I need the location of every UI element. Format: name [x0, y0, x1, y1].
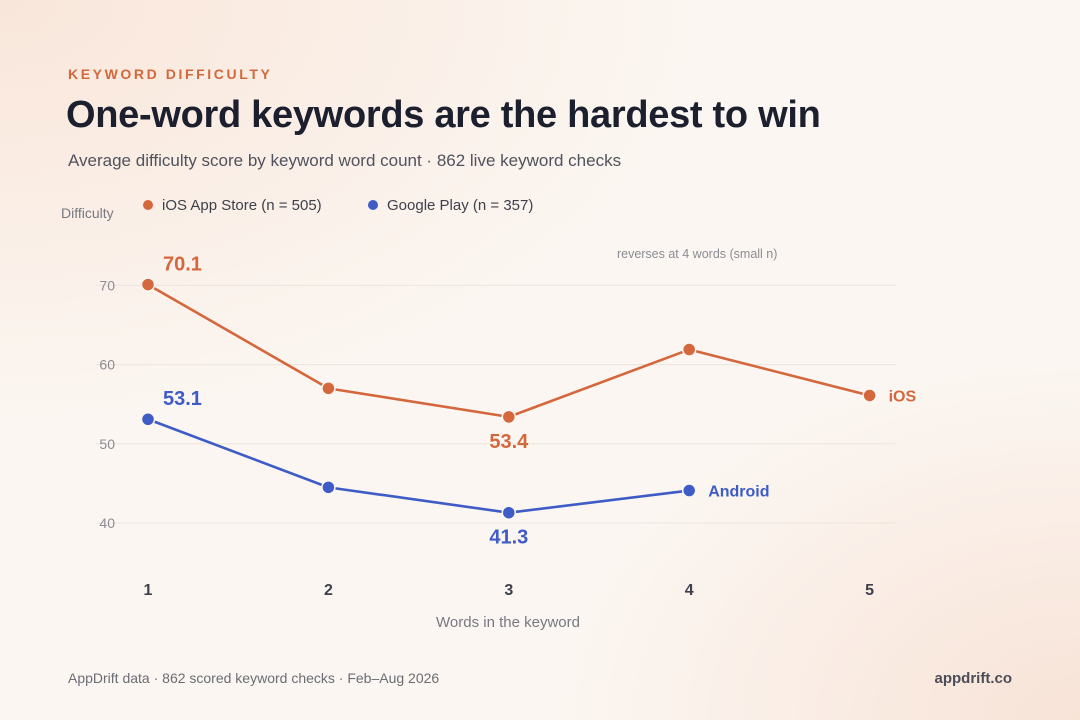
data-point[interactable] — [862, 388, 877, 403]
footer-brand[interactable]: appdrift.co — [934, 670, 1013, 687]
legend-item[interactable]: Google Play (n = 357) — [368, 197, 533, 214]
gridlines — [96, 284, 896, 524]
data-point[interactable] — [321, 381, 336, 396]
y-tick-label: 60 — [99, 357, 115, 373]
y-tick-label: 70 — [99, 277, 115, 293]
footer-source: AppDrift data · 862 scored keyword check… — [68, 670, 440, 686]
chart-annotation: reverses at 4 words (small n) — [617, 247, 777, 261]
series-line-0 — [147, 283, 870, 419]
data-point[interactable] — [681, 342, 697, 357]
data-point[interactable] — [140, 277, 156, 292]
axes: 40 50 60 70 Difficulty 1 2 3 4 5 Words in the keyw… — [61, 205, 874, 631]
x-tick-label: 2 — [324, 582, 333, 599]
y-axis-label: Difficulty — [61, 205, 114, 221]
page-title: One-word keywords are the hardest to win — [66, 94, 821, 136]
legend-label: Google Play (n = 357) — [387, 197, 533, 214]
series-end-label: Android — [708, 484, 769, 501]
y-tick-label: 50 — [99, 436, 115, 452]
data-label: 53.1 — [163, 388, 202, 410]
x-tick-label: 5 — [865, 582, 874, 599]
page-subtitle: Average difficulty score by keyword word… — [68, 151, 622, 170]
series-end-label: iOS — [889, 388, 917, 405]
legend-swatch — [368, 200, 378, 210]
series — [140, 277, 877, 520]
y-tick-label: 40 — [99, 515, 115, 531]
x-tick-label: 3 — [504, 582, 513, 599]
data-labels: iOS 70.1 53.4 Android 53.1 41.3 reverses at 4 … — [163, 247, 916, 549]
data-point[interactable] — [321, 480, 336, 495]
data-point[interactable] — [501, 409, 517, 425]
series-line-1 — [147, 418, 690, 515]
data-point[interactable] — [501, 505, 517, 520]
x-tick-label: 1 — [144, 582, 153, 599]
data-label: 53.4 — [489, 431, 529, 453]
x-axis-label: Words in the keyword — [436, 614, 580, 631]
legend-item[interactable]: iOS App Store (n = 505) — [143, 197, 322, 214]
legend-swatch — [143, 200, 153, 210]
x-tick-label: 4 — [685, 582, 694, 599]
data-point[interactable] — [681, 483, 697, 498]
legend: iOS App Store (n = 505) Google Play (n = … — [143, 197, 533, 214]
legend-label: iOS App Store (n = 505) — [162, 197, 322, 214]
eyebrow-label: KEYWORD DIFFICULTY — [68, 66, 273, 82]
data-label: 41.3 — [489, 527, 528, 549]
data-label: 70.1 — [163, 254, 202, 276]
data-point[interactable] — [140, 411, 156, 427]
